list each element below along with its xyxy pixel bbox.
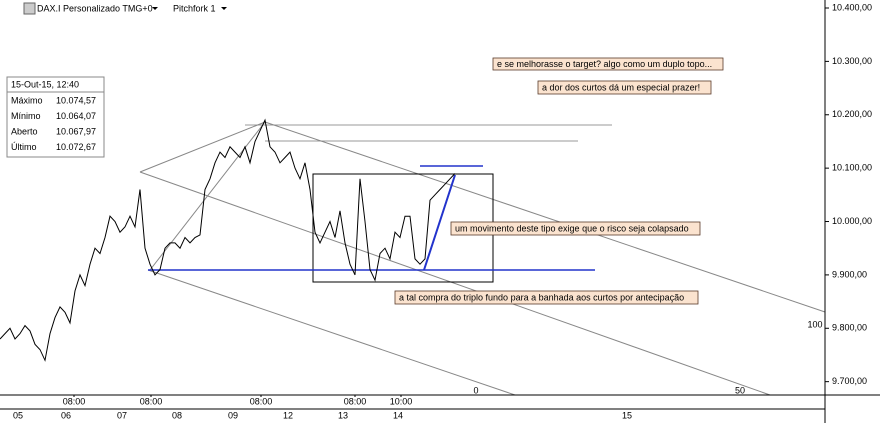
- y-tick-label: 10.400,00: [832, 2, 872, 12]
- trend-line: [423, 174, 456, 271]
- annotation-text: e se melhorasse o target? algo como um d…: [497, 59, 712, 69]
- price-line: [0, 118, 456, 362]
- x-tick-label: 08:00: [344, 396, 367, 406]
- y-tick-label: 10.200,00: [832, 109, 872, 119]
- y-tick-label: 10.000,00: [832, 216, 872, 226]
- day-tick-label: 09: [228, 410, 238, 420]
- day-tick-label: 13: [338, 410, 348, 420]
- tool[interactable]: Pitchfork 1: [173, 3, 216, 13]
- y-tick-label: 9.900,00: [832, 269, 867, 279]
- symbol[interactable]: DAX.I Personalizado TMG+0: [37, 3, 153, 13]
- info-panel: 15-Out-15, 12:40: [6, 76, 105, 158]
- drawings: [139, 121, 826, 396]
- info-value: 10.067,97: [56, 126, 96, 136]
- info-value: 10.074,57: [56, 95, 96, 105]
- y-tick-label: 9.700,00: [832, 376, 867, 386]
- plot: [0, 118, 456, 362]
- x-tick-label: 08:00: [63, 396, 86, 406]
- info-label: Mínimo: [11, 111, 41, 121]
- x-tick-label: 08:00: [250, 396, 273, 406]
- annotation-text: a tal compra do triplo fundo para a banh…: [399, 292, 684, 302]
- info-date: 15-Out-15, 12:40: [11, 79, 79, 89]
- day-tick-label: 08: [172, 410, 182, 420]
- day-tick-label: 05: [13, 410, 23, 420]
- info-label: Aberto: [11, 126, 38, 136]
- pitchfork-line: [139, 171, 771, 396]
- annotation: a tal compra do triplo fundo para a banh…: [394, 290, 699, 305]
- pitchfork-line: [147, 269, 516, 396]
- annotation: um movimento deste tipo exige que o risc…: [450, 221, 701, 236]
- day-tick-label: 07: [117, 410, 127, 420]
- info-value: 10.072,67: [56, 142, 96, 152]
- y-tick-label: 10.300,00: [832, 56, 872, 66]
- annotation: a dor dos curtos dá um especial prazer!: [537, 80, 712, 95]
- y-tick-label: 9.800,00: [832, 323, 867, 333]
- day-tick-label: 14: [393, 410, 403, 420]
- fib-label: 100: [807, 319, 822, 329]
- day-tick-label: 12: [283, 410, 293, 420]
- pitchfork-handle: [139, 121, 266, 173]
- toolbar: DAX.I Personalizado TMG+0 Pitchfork 1: [23, 2, 227, 15]
- info-value: 10.064,07: [56, 111, 96, 121]
- x-tick-label: 10:00: [390, 396, 413, 406]
- info-label: Máximo: [11, 95, 43, 105]
- day-tick-label: 15: [622, 410, 632, 420]
- annotation: e se melhorasse o target? algo como um d…: [492, 57, 724, 71]
- fib-label: 50: [735, 385, 745, 395]
- pitchfork-line: [264, 121, 826, 313]
- fib-label: 0: [473, 385, 478, 395]
- pitchfork-handle: [149, 121, 266, 271]
- info-label: Último: [11, 142, 37, 152]
- annotation-text: a dor dos curtos dá um especial prazer!: [542, 82, 700, 92]
- annotation-text: um movimento deste tipo exige que o risc…: [455, 223, 689, 233]
- y-tick-label: 10.100,00: [832, 163, 872, 173]
- day-tick-label: 06: [61, 410, 71, 420]
- x-tick-label: 08:00: [140, 396, 163, 406]
